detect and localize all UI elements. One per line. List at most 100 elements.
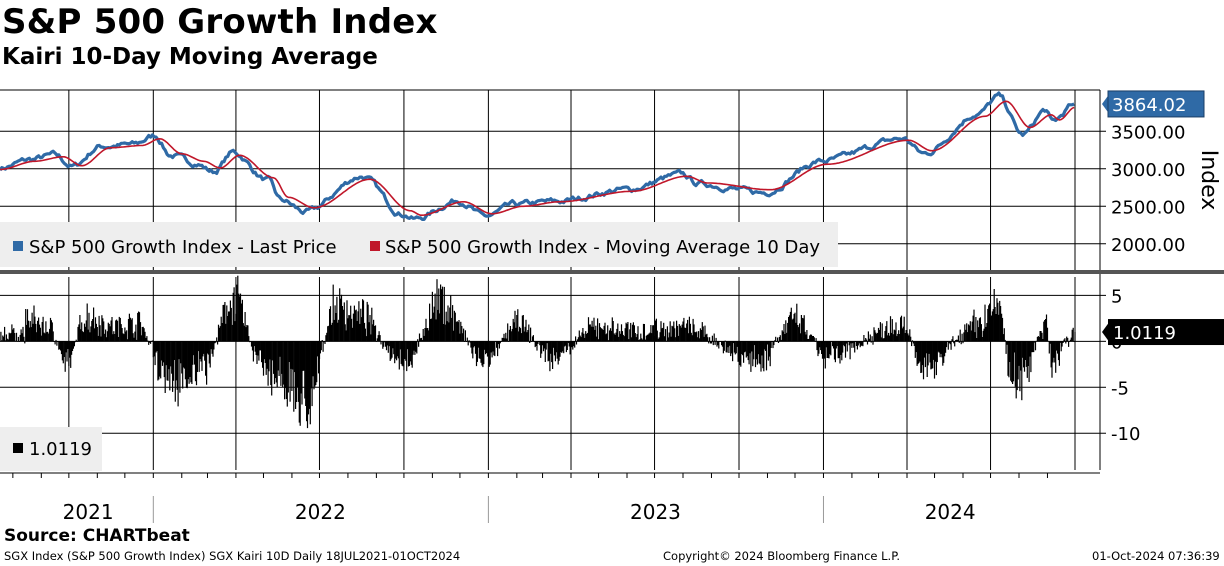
kairi-bar [361, 317, 363, 342]
kairi-bar [44, 333, 46, 342]
kairi-bar [235, 313, 237, 342]
kairi-bar [607, 325, 609, 342]
kairi-bar [482, 341, 484, 368]
kairi-bar [726, 341, 728, 353]
kairi-bar [206, 341, 208, 385]
kairi-bar [640, 333, 642, 342]
kairi-bar [620, 333, 622, 342]
kairi-bar [744, 341, 746, 352]
kairi-bar [451, 317, 453, 342]
kairi-bar [1066, 336, 1068, 342]
kairi-bar [930, 341, 932, 370]
kairi-bar [1012, 341, 1015, 382]
chart-subtitle: Kairi 10-Day Moving Average [2, 44, 378, 70]
kairi-bar [538, 341, 540, 342]
kairi-bar [313, 341, 315, 390]
kairi-bar [1026, 341, 1028, 378]
kairi-bar [141, 327, 143, 342]
kairi-bar [756, 341, 758, 365]
kairi-bar [400, 341, 402, 364]
kairi-bar [737, 341, 739, 362]
kairi-bar [493, 341, 495, 356]
kairi-bar [475, 341, 478, 367]
kairi-bar [385, 341, 387, 347]
kairi-bar [864, 340, 866, 342]
kairi-bar [345, 330, 347, 342]
kairi-bar [620, 324, 623, 342]
kairi-bar [479, 341, 481, 359]
kairi-bar [25, 309, 27, 342]
kairi-bar [452, 305, 454, 342]
chart-title: S&P 500 Growth Index [2, 2, 438, 42]
kairi-bar [839, 341, 841, 364]
kairi-bar [1074, 332, 1076, 342]
kairi-bar [383, 341, 385, 347]
kairi-bar [653, 336, 656, 342]
kairi-bar [487, 341, 489, 357]
kairi-bar [787, 322, 789, 342]
kairi-bar [862, 341, 864, 347]
kairi-bar [367, 304, 369, 342]
kairi-bar [266, 341, 268, 369]
kairi-bar [853, 341, 855, 348]
kairi-bar [206, 341, 209, 354]
kairi-bar [546, 341, 548, 344]
kairi-bar [500, 341, 502, 342]
kairi-bar [689, 323, 691, 342]
kairi-bar [672, 326, 674, 342]
kairi-bar [337, 322, 339, 342]
kairi-bar [485, 341, 488, 353]
kairi-bar [119, 317, 121, 342]
kairi-bar [222, 305, 224, 342]
kairi-bar [26, 309, 29, 342]
kairi-bar [88, 312, 90, 342]
kairi-bar [365, 336, 367, 342]
kairi-bar [339, 288, 341, 342]
kairi-bar [592, 326, 594, 342]
kairi-bar [504, 338, 506, 342]
kairi-bar [847, 341, 849, 342]
kairi-bar [319, 341, 321, 354]
kairi-bar [375, 341, 377, 342]
kairi-bar [856, 341, 858, 350]
kairi-bar [553, 341, 555, 348]
kairi-bar [217, 341, 219, 345]
kairi-bar [315, 341, 317, 385]
kairi-bar [889, 316, 892, 342]
kairi-bar [631, 324, 634, 342]
kairi-bar [244, 312, 246, 342]
kairi-bar [446, 321, 448, 342]
kairi-bar [35, 323, 37, 342]
kairi-bar [795, 322, 797, 342]
kairi-bar [551, 341, 553, 363]
kairi-bar [165, 341, 167, 366]
kairi-bar [572, 341, 574, 350]
kairi-bar [1023, 341, 1025, 368]
kairi-bar [221, 323, 223, 342]
kairi-bar [265, 341, 267, 375]
kairi-bar [683, 317, 685, 342]
kairi-bar [158, 341, 160, 380]
kairi-bar [541, 341, 544, 346]
kairi-bar [915, 341, 917, 353]
kairi-bar [1045, 314, 1048, 342]
kairi-bar [594, 329, 596, 342]
kairi-bar [871, 336, 873, 342]
kairi-bar [848, 341, 850, 346]
kairi-bar [743, 341, 745, 363]
kairi-bar [780, 339, 782, 342]
kairi-bar [800, 315, 802, 342]
kairi-bar [97, 335, 99, 342]
kairi-bar [520, 333, 522, 342]
kairi-bar [374, 326, 376, 342]
kairi-bar [668, 332, 670, 342]
kairi-bar [351, 318, 353, 342]
kairi-bar [90, 326, 92, 342]
kairi-bar [776, 341, 778, 342]
kairi-bar [669, 321, 671, 342]
kairi-bar [692, 318, 694, 342]
kairi-bar [403, 341, 405, 371]
kairi-bar [989, 317, 992, 342]
kairi-bar [456, 321, 458, 342]
kairi-bar [200, 341, 202, 362]
